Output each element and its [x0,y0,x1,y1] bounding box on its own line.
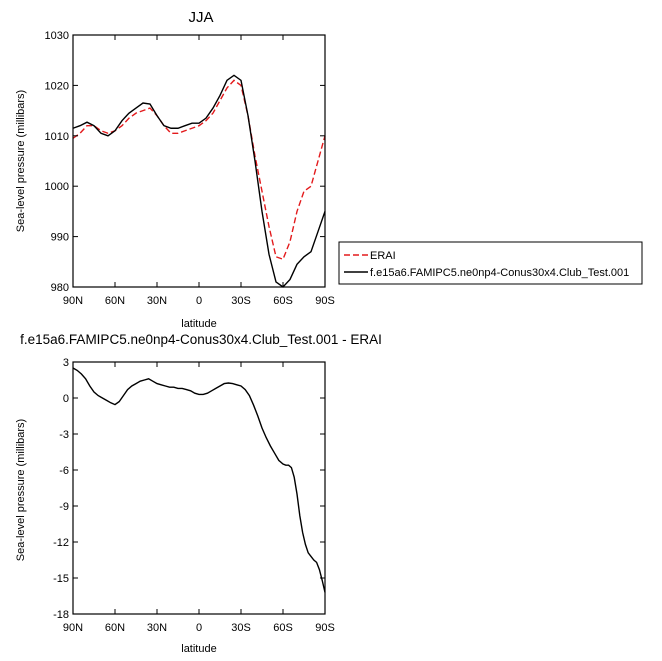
bottom-chart-title: f.e15a6.FAMIPC5.ne0np4-Conus30x4.Club_Te… [20,332,382,347]
top-x-tick-label: 30N [147,295,167,307]
legend-erai-label: ERAI [370,250,396,262]
bottom-y-tick-label: -9 [59,501,69,513]
bottom-series-group [72,367,326,593]
top-x-tick-label: 90N [63,295,83,307]
difference-series-line [72,367,326,593]
bottom-x-tick-label: 90N [63,622,83,634]
bottom-x-tick-label: 0 [196,622,202,634]
top-x-tick-label: 30S [231,295,251,307]
bottom-x-axis: 90N 60N 30N 0 30S 60S 90S [63,362,335,634]
bottom-y-tick-label: -3 [59,429,69,441]
top-y-tick-label: 1000 [45,181,69,193]
bottom-y-axis-label: Sea-level pressure (millibars) [15,419,27,561]
top-series-group [72,74,326,288]
erai-series-line [72,79,326,261]
bottom-panel: f.e15a6.FAMIPC5.ne0np4-Conus30x4.Club_Te… [15,332,382,655]
bottom-y-axis: -18 -15 -12 -9 -6 -3 0 3 [53,357,325,621]
top-x-tick-label: 0 [196,295,202,307]
top-y-tick-label: 990 [51,232,69,244]
bottom-x-tick-label: 30S [231,622,251,634]
bottom-x-tick-label: 60S [273,622,293,634]
bottom-plot-frame [72,361,326,615]
top-y-axis: 980 990 1000 1010 1020 1030 [45,30,325,294]
bottom-x-tick-label: 30N [147,622,167,634]
top-x-axis: 90N 60N 30N 0 30S 60S 90S [63,35,335,307]
top-panel: JJA Sea-level pressure (millibars) 980 99… [15,9,335,330]
bottom-x-axis-label: latitude [181,643,216,655]
bottom-x-tick-label: 90S [315,622,335,634]
bottom-y-tick-label: -6 [59,465,69,477]
bottom-y-tick-label: -12 [53,537,69,549]
legend: ERAI f.e15a6.FAMIPC5.ne0np4-Conus30x4.Cl… [338,241,643,285]
top-y-axis-label: Sea-level pressure (millibars) [15,90,27,232]
top-y-tick-label: 1030 [45,30,69,42]
bottom-y-tick-label: 0 [63,393,69,405]
top-y-tick-label: 980 [51,282,69,294]
top-y-tick-label: 1020 [45,80,69,92]
top-x-tick-label: 60S [273,295,293,307]
bottom-y-tick-label: -18 [53,609,69,621]
top-chart-title: JJA [188,9,213,26]
legend-model-label: f.e15a6.FAMIPC5.ne0np4-Conus30x4.Club_Te… [370,267,629,279]
top-x-tick-label: 60N [105,295,125,307]
legend-box [338,241,643,285]
bottom-y-tick-label: 3 [63,357,69,369]
top-x-axis-label: latitude [181,318,216,330]
model-series-line [72,74,326,288]
bottom-x-tick-label: 60N [105,622,125,634]
bottom-y-tick-label: -15 [53,573,69,585]
top-y-tick-label: 1010 [45,131,69,143]
top-x-tick-label: 90S [315,295,335,307]
